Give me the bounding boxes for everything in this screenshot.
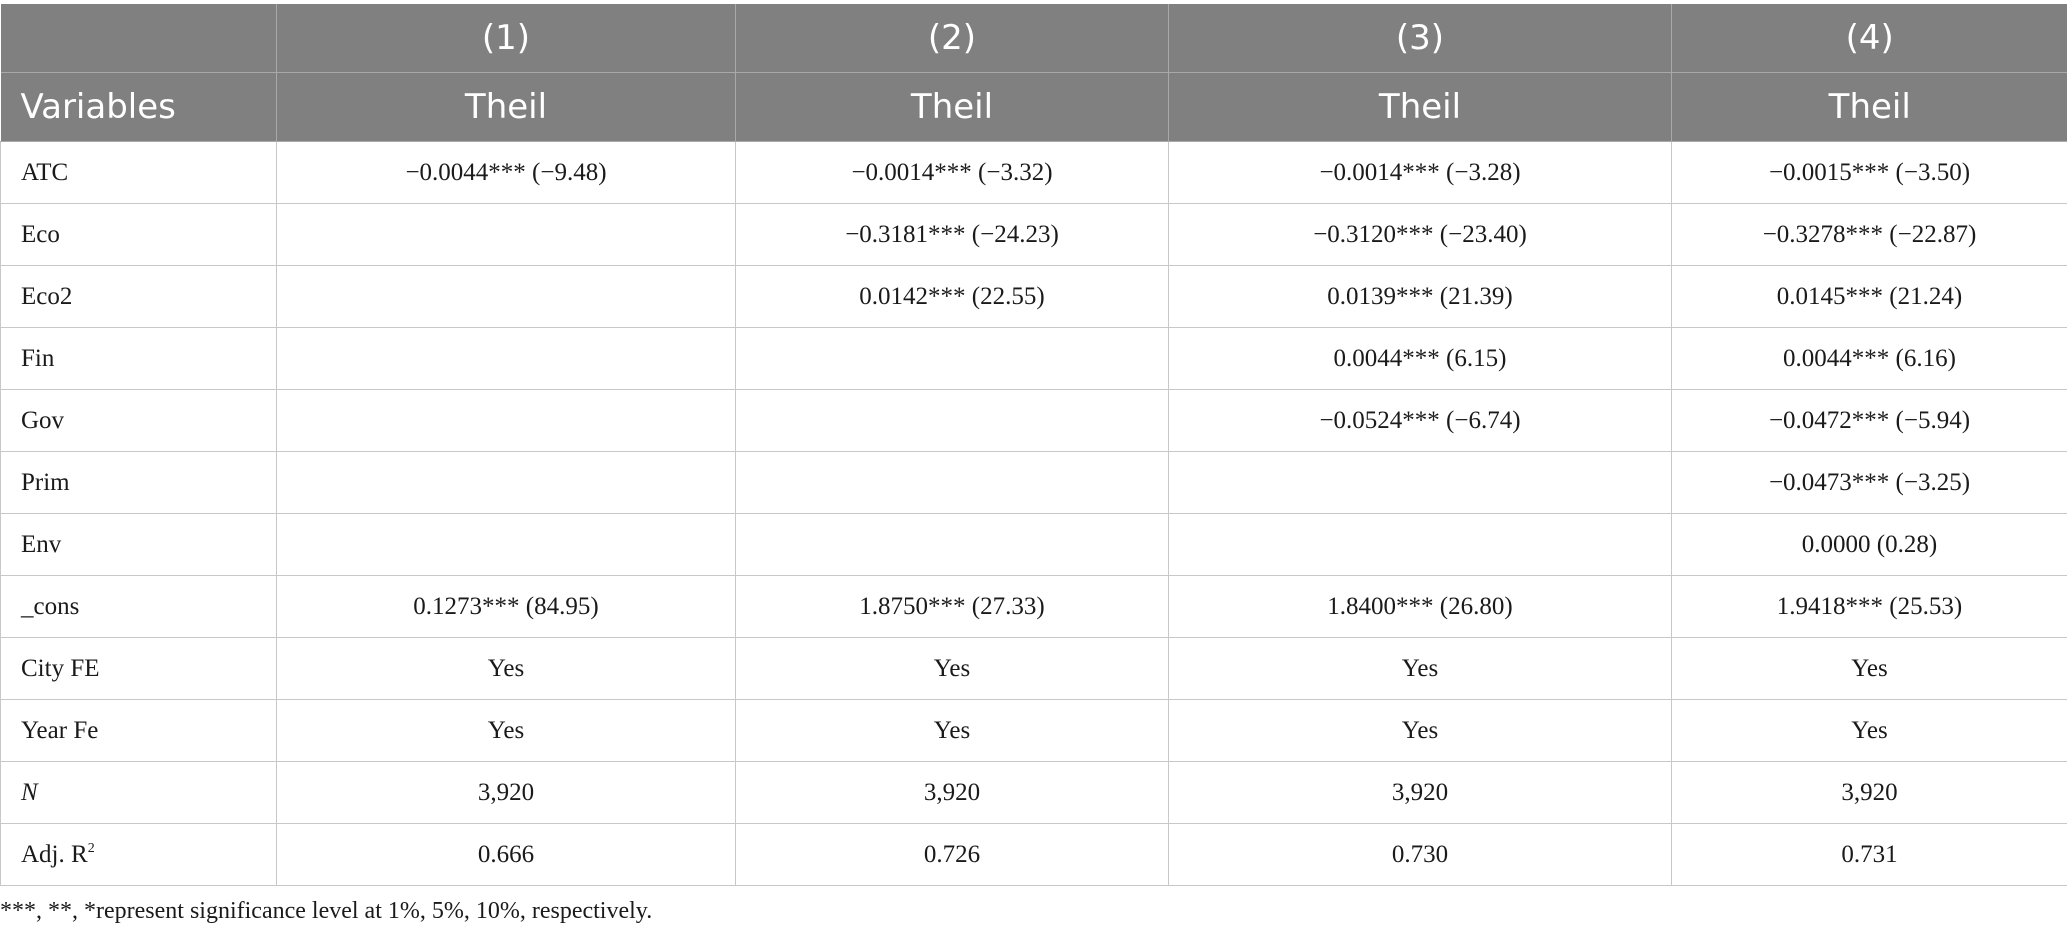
row-label: Year Fe [0,699,277,762]
regression-table: (1) (2) (3) (4) Variables Theil Theil Th… [0,4,2067,886]
table-row: N 3,920 3,920 3,920 3,920 [0,761,2067,824]
table-cell: 0.0145*** (21.24) [1671,265,2067,328]
table-row: Prim −0.0473*** (−3.25) [0,451,2067,514]
table-cell: −0.3120*** (−23.40) [1168,203,1672,266]
row-label-cell: Adj. R2 [0,823,277,886]
table-cell: 3,920 [276,761,736,824]
header-number-cell: (2) [735,4,1169,73]
table-cell: 0.0142*** (22.55) [735,265,1169,328]
table-cell: Yes [276,699,736,762]
table-cell: 0.1273*** (84.95) [276,575,736,638]
table-cell: −0.3181*** (−24.23) [735,203,1169,266]
table-cell [735,327,1169,390]
header-variables-cell: Variables [0,72,277,142]
header-label-cell: Theil [276,72,736,142]
table-cell [735,451,1169,514]
table-cell: −0.0014*** (−3.32) [735,141,1169,204]
table-cell [276,389,736,452]
table-cell [276,327,736,390]
header-label-cell: Theil [735,72,1169,142]
row-label-superscript: 2 [87,840,95,856]
table-cell: −0.3278*** (−22.87) [1671,203,2067,266]
table-body: ATC −0.0044*** (−9.48) −0.0014*** (−3.32… [0,141,2067,886]
table-cell [276,451,736,514]
row-label: Eco [0,203,277,266]
table-cell: 0.726 [735,823,1169,886]
header-row-numbers: (1) (2) (3) (4) [0,4,2067,73]
row-label: Prim [0,451,277,514]
table-cell: Yes [1671,699,2067,762]
table-cell: 0.0000 (0.28) [1671,513,2067,576]
table-cell: 0.0044*** (6.16) [1671,327,2067,390]
row-label: N [0,761,277,824]
table-cell: Yes [1168,637,1672,700]
row-label: ATC [0,141,277,204]
table-cell [276,513,736,576]
table-cell: 1.8750*** (27.33) [735,575,1169,638]
table-header: (1) (2) (3) (4) Variables Theil Theil Th… [0,4,2067,142]
row-label: Env [0,513,277,576]
table-cell: −0.0473*** (−3.25) [1671,451,2067,514]
row-label: Fin [0,327,277,390]
table-cell: −0.0524*** (−6.74) [1168,389,1672,452]
table-cell [1168,451,1672,514]
row-label: Adj. R [21,840,88,868]
table-cell [276,265,736,328]
table-cell: Yes [1671,637,2067,700]
table-cell: −0.0014*** (−3.28) [1168,141,1672,204]
table-cell: 0.0139*** (21.39) [1168,265,1672,328]
table-cell: −0.0472*** (−5.94) [1671,389,2067,452]
table-cell: Yes [735,699,1169,762]
row-label: Gov [0,389,277,452]
table-row: Year Fe Yes Yes Yes Yes [0,699,2067,762]
table-row: ATC −0.0044*** (−9.48) −0.0014*** (−3.32… [0,141,2067,204]
table-cell [735,513,1169,576]
table-cell: 3,920 [735,761,1169,824]
table-cell [735,389,1169,452]
table-cell [1168,513,1672,576]
table-cell: 1.9418*** (25.53) [1671,575,2067,638]
table-row: Eco −0.3181*** (−24.23) −0.3120*** (−23.… [0,203,2067,266]
table-cell: 0.731 [1671,823,2067,886]
header-number-cell: (3) [1168,4,1672,73]
table-cell: Yes [1168,699,1672,762]
table-cell [276,203,736,266]
table-row: Fin 0.0044*** (6.15) 0.0044*** (6.16) [0,327,2067,390]
table-cell: Yes [276,637,736,700]
header-label-cell: Theil [1671,72,2067,142]
table-cell: −0.0044*** (−9.48) [276,141,736,204]
row-label: Eco2 [0,265,277,328]
header-label-cell: Theil [1168,72,1672,142]
row-label: _cons [0,575,277,638]
header-number-cell: (1) [276,4,736,73]
table-cell: 1.8400*** (26.80) [1168,575,1672,638]
table-row: City FE Yes Yes Yes Yes [0,637,2067,700]
table-cell: 0.730 [1168,823,1672,886]
table-row: _cons 0.1273*** (84.95) 1.8750*** (27.33… [0,575,2067,638]
table-cell: 0.0044*** (6.15) [1168,327,1672,390]
row-label: City FE [0,637,277,700]
table-row: Eco2 0.0142*** (22.55) 0.0139*** (21.39)… [0,265,2067,328]
table-row: Env 0.0000 (0.28) [0,513,2067,576]
table-row: Gov −0.0524*** (−6.74) −0.0472*** (−5.94… [0,389,2067,452]
table-cell: 0.666 [276,823,736,886]
table-footnote: ***, **, *represent significance level a… [0,898,653,924]
table-cell: Yes [735,637,1169,700]
table-cell: 3,920 [1168,761,1672,824]
table-cell: 3,920 [1671,761,2067,824]
table-cell: −0.0015*** (−3.50) [1671,141,2067,204]
header-number-cell [0,4,277,73]
table-row: Adj. R2 0.666 0.726 0.730 0.731 [0,823,2067,886]
header-number-cell: (4) [1671,4,2067,73]
header-row-labels: Variables Theil Theil Theil Theil [0,72,2067,142]
